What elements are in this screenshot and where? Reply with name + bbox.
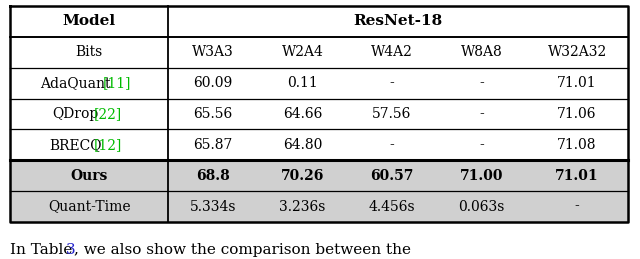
Text: 4.456s: 4.456s bbox=[369, 200, 415, 214]
Text: [11]: [11] bbox=[103, 76, 131, 90]
Text: 60.57: 60.57 bbox=[371, 169, 413, 183]
Text: -: - bbox=[575, 200, 579, 214]
Text: 0.063s: 0.063s bbox=[458, 200, 504, 214]
Text: W4A2: W4A2 bbox=[371, 45, 413, 59]
Text: AdaQuant: AdaQuant bbox=[40, 76, 111, 90]
Bar bbox=[10, 191, 628, 222]
Text: -: - bbox=[390, 76, 394, 90]
Text: 71.08: 71.08 bbox=[557, 138, 597, 152]
Text: BRECQ: BRECQ bbox=[49, 138, 102, 152]
Text: 5.334s: 5.334s bbox=[190, 200, 236, 214]
Text: Bits: Bits bbox=[76, 45, 103, 59]
Text: 0.11: 0.11 bbox=[287, 76, 318, 90]
Text: W2A4: W2A4 bbox=[282, 45, 323, 59]
Text: In Table: In Table bbox=[10, 243, 77, 257]
Text: QDrop: QDrop bbox=[52, 107, 99, 121]
Text: 65.87: 65.87 bbox=[193, 138, 233, 152]
Text: 71.01: 71.01 bbox=[557, 76, 597, 90]
Text: 71.01: 71.01 bbox=[556, 169, 599, 183]
Text: W3A3: W3A3 bbox=[192, 45, 234, 59]
Text: 71.00: 71.00 bbox=[460, 169, 503, 183]
Text: ResNet-18: ResNet-18 bbox=[353, 15, 443, 28]
Text: 68.8: 68.8 bbox=[196, 169, 230, 183]
Text: 71.06: 71.06 bbox=[557, 107, 597, 121]
Text: -: - bbox=[390, 138, 394, 152]
Text: , we also show the comparison between the: , we also show the comparison between th… bbox=[74, 243, 411, 257]
Text: [22]: [22] bbox=[94, 107, 122, 121]
Bar bbox=[10, 160, 628, 191]
Text: Model: Model bbox=[63, 15, 116, 28]
Text: -: - bbox=[479, 107, 484, 121]
Text: 57.56: 57.56 bbox=[372, 107, 412, 121]
Text: W32A32: W32A32 bbox=[547, 45, 607, 59]
Text: 3: 3 bbox=[66, 243, 76, 257]
Text: 3.236s: 3.236s bbox=[279, 200, 326, 214]
Text: 65.56: 65.56 bbox=[193, 107, 233, 121]
Text: W8A8: W8A8 bbox=[461, 45, 502, 59]
Text: [12]: [12] bbox=[94, 138, 122, 152]
Text: 70.26: 70.26 bbox=[281, 169, 324, 183]
Text: Ours: Ours bbox=[70, 169, 108, 183]
Text: 64.66: 64.66 bbox=[283, 107, 322, 121]
Text: Quant-Time: Quant-Time bbox=[48, 200, 131, 214]
Text: -: - bbox=[479, 138, 484, 152]
Text: 64.80: 64.80 bbox=[283, 138, 322, 152]
Text: -: - bbox=[479, 76, 484, 90]
Text: 60.09: 60.09 bbox=[193, 76, 233, 90]
